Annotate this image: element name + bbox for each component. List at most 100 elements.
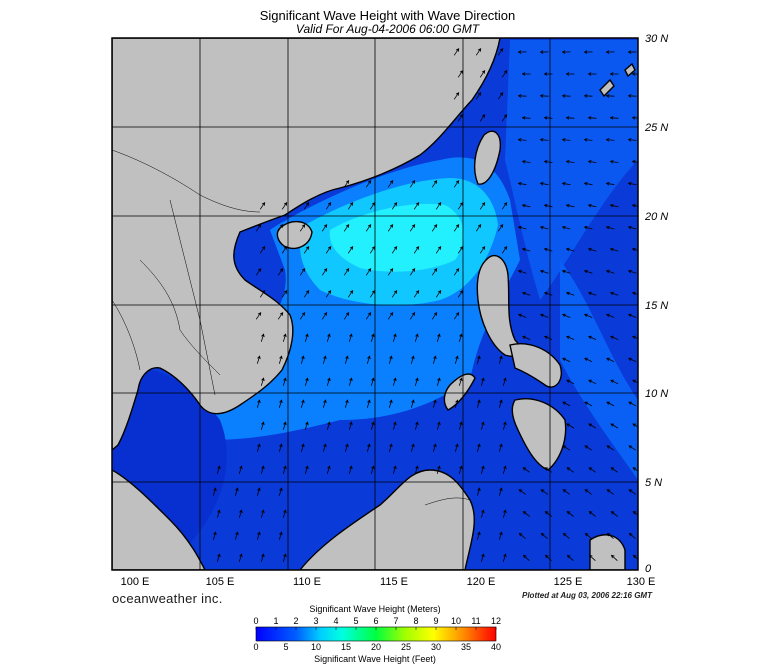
wave-arrow xyxy=(627,225,637,230)
wave-arrow xyxy=(260,333,265,342)
wave-arrow xyxy=(410,355,415,364)
wave-arrow xyxy=(605,50,615,54)
wave-arrow xyxy=(255,312,262,320)
wave-arrow xyxy=(627,50,637,54)
wave-arrow xyxy=(432,355,437,364)
wave-arrow xyxy=(413,246,420,254)
wave-arrow xyxy=(259,246,266,254)
wave-arrow xyxy=(498,355,503,364)
feet-tick-label: 35 xyxy=(460,642,471,652)
wave-arrow xyxy=(606,489,614,495)
wave-arrow xyxy=(632,423,638,428)
wave-arrow xyxy=(300,443,305,452)
wave-arrow xyxy=(432,399,437,408)
wave-arrow xyxy=(348,421,353,430)
wave-arrow xyxy=(628,489,636,495)
wave-arrow xyxy=(348,333,353,342)
wave-arrow xyxy=(521,203,531,208)
wave-arrow xyxy=(540,489,548,495)
meter-tick-label: 4 xyxy=(333,616,339,626)
wave-arrow xyxy=(606,357,615,363)
wave-arrow xyxy=(561,225,571,230)
wave-arrow xyxy=(539,225,549,230)
wave-arrow xyxy=(539,138,549,142)
lon-label-125e: 125 E xyxy=(553,576,583,588)
wave-arrow xyxy=(303,246,310,254)
wave-arrow xyxy=(480,421,485,430)
wave-arrow xyxy=(543,72,553,76)
wave-arrow xyxy=(277,224,284,232)
wave-arrow xyxy=(343,268,350,276)
wave-arrow xyxy=(605,225,615,230)
wave-arrow xyxy=(454,355,459,364)
wave-arrow xyxy=(583,94,593,98)
wave-arrow xyxy=(370,465,375,474)
wave-arrow xyxy=(326,377,331,386)
lat-label-25n: 25 N xyxy=(645,122,669,134)
wave-arrow xyxy=(627,94,637,98)
wave-arrow xyxy=(409,180,416,188)
feet-tick-label: 25 xyxy=(400,642,411,652)
wave-arrow xyxy=(414,465,419,474)
pacific-band-south xyxy=(560,260,638,480)
wave-arrow xyxy=(432,443,437,452)
highest-wave-area xyxy=(329,203,464,272)
wave-arrow xyxy=(453,92,460,100)
wave-arrow xyxy=(544,467,552,473)
lat-label-30n: 30 N xyxy=(645,33,669,45)
wave-arrow xyxy=(631,291,638,296)
brand-logo-text: oceanweather inc. xyxy=(112,591,223,606)
wave-arrow xyxy=(561,94,571,98)
feet-tick-label: 40 xyxy=(490,642,501,652)
wave-arrow xyxy=(632,379,638,384)
wave-arrow xyxy=(610,379,619,385)
wave-arrow xyxy=(347,246,354,254)
wave-arrow xyxy=(632,467,638,472)
wave-arrow xyxy=(609,116,619,120)
wave-arrow xyxy=(565,291,575,296)
lon-label-105e: 105 E xyxy=(205,576,235,588)
wave-arrow xyxy=(476,531,481,540)
wave-arrow xyxy=(256,531,261,540)
wave-arrow xyxy=(480,465,485,474)
pacific-band xyxy=(505,40,638,300)
wave-arrow xyxy=(522,467,530,473)
wave-arrow xyxy=(610,423,619,429)
wave-arrow xyxy=(282,421,287,430)
wave-arrow xyxy=(522,554,530,561)
colorbar-title-meters: Significant Wave Height (Meters) xyxy=(309,604,441,614)
wave-arrow xyxy=(278,443,283,452)
wave-arrow xyxy=(278,355,283,364)
feet-tick-label: 10 xyxy=(310,642,321,652)
wave-arrow xyxy=(498,399,503,408)
wave-arrow xyxy=(282,333,287,342)
wave-arrow xyxy=(476,443,481,452)
wave-arrow xyxy=(303,290,310,298)
wave-arrow xyxy=(517,269,527,274)
wave-arrow xyxy=(256,487,261,496)
lat-label-5n: 5 N xyxy=(645,477,663,489)
wave-arrow xyxy=(517,94,527,98)
wave-arrow xyxy=(479,246,486,254)
lon-label-115e: 115 E xyxy=(380,576,408,588)
wave-arrow xyxy=(300,355,305,364)
wave-arrow xyxy=(388,443,393,452)
wave-arrow xyxy=(517,50,527,54)
wave-arrow xyxy=(413,290,420,298)
meter-tick-label: 5 xyxy=(353,616,359,626)
wave-arrow xyxy=(627,313,637,318)
wave-arrow xyxy=(610,554,618,561)
wave-arrow xyxy=(543,116,553,120)
wave-arrow xyxy=(539,50,549,54)
wave-arrow xyxy=(583,225,593,230)
wave-arrow xyxy=(347,202,354,210)
wave-arrow xyxy=(299,224,306,232)
wave-arrow xyxy=(632,335,638,340)
wave-arrow xyxy=(391,290,398,298)
wave-arrow xyxy=(414,377,419,386)
meter-tick-label: 8 xyxy=(413,616,419,626)
wave-arrow xyxy=(476,355,481,364)
wave-arrow xyxy=(517,313,527,318)
wave-arrow xyxy=(521,116,531,120)
wave-arrow xyxy=(628,445,637,451)
